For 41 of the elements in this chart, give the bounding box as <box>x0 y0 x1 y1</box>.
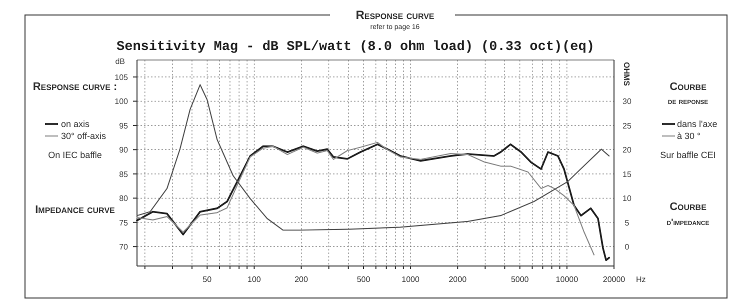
y2-tick-label: 0 <box>624 242 630 252</box>
text: Response curve : <box>32 81 118 93</box>
y2-tick-label: 15 <box>622 170 632 179</box>
y-tick-label: 95 <box>119 121 129 130</box>
text: de reponse <box>668 96 708 106</box>
y-tick-label: 85 <box>119 170 129 179</box>
y2-tick-label: 20 <box>622 146 632 155</box>
text: à 30 ° <box>677 131 702 141</box>
y-tick-label: 100 <box>114 97 129 106</box>
text: Response curve <box>356 8 435 22</box>
text: Sur baffle CEI <box>660 150 716 160</box>
text: On IEC baffle <box>48 150 102 160</box>
text: Courbe <box>670 81 708 93</box>
x-tick-label: 5000 <box>510 275 530 284</box>
x-tick-label: 100 <box>248 275 262 284</box>
y2-tick-label: 5 <box>624 218 630 228</box>
chart-title: Sensitivity Mag - dB SPL/watt (8.0 ohm load) (0.33 oct)(eq) <box>116 40 594 55</box>
y2-tick-label: 10 <box>622 194 632 204</box>
y2-tick-label: 25 <box>622 121 632 130</box>
x-tick-label: 200 <box>294 275 308 284</box>
y-tick-label: 75 <box>119 218 129 228</box>
legend-label: 30° off-axis <box>61 131 106 141</box>
x-tick-label: 20000 <box>602 275 626 284</box>
x-tick-label: 1000 <box>402 275 420 284</box>
text: Impedance curve <box>35 204 116 216</box>
y-tick-label: 90 <box>119 146 129 155</box>
x-tick-label: 10000 <box>556 275 579 284</box>
x-tick-label: 500 <box>356 275 371 284</box>
text: dans l'axe <box>677 119 718 129</box>
x-tick-label: 50 <box>202 275 212 284</box>
x-tick-label: 2000 <box>448 275 468 284</box>
y-axis-title: dB <box>115 57 125 66</box>
y2-tick-label: 30 <box>622 97 632 106</box>
y-tick-label: 80 <box>119 194 129 204</box>
y-tick-label: 70 <box>119 242 129 252</box>
y-tick-label: 105 <box>114 72 129 82</box>
text: Courbe <box>670 201 708 213</box>
x-axis-title: Hz <box>636 275 646 284</box>
legend-label: on axis <box>61 119 90 129</box>
text: d'impedance <box>666 217 710 227</box>
y2-axis-title: OHMS <box>622 62 631 87</box>
